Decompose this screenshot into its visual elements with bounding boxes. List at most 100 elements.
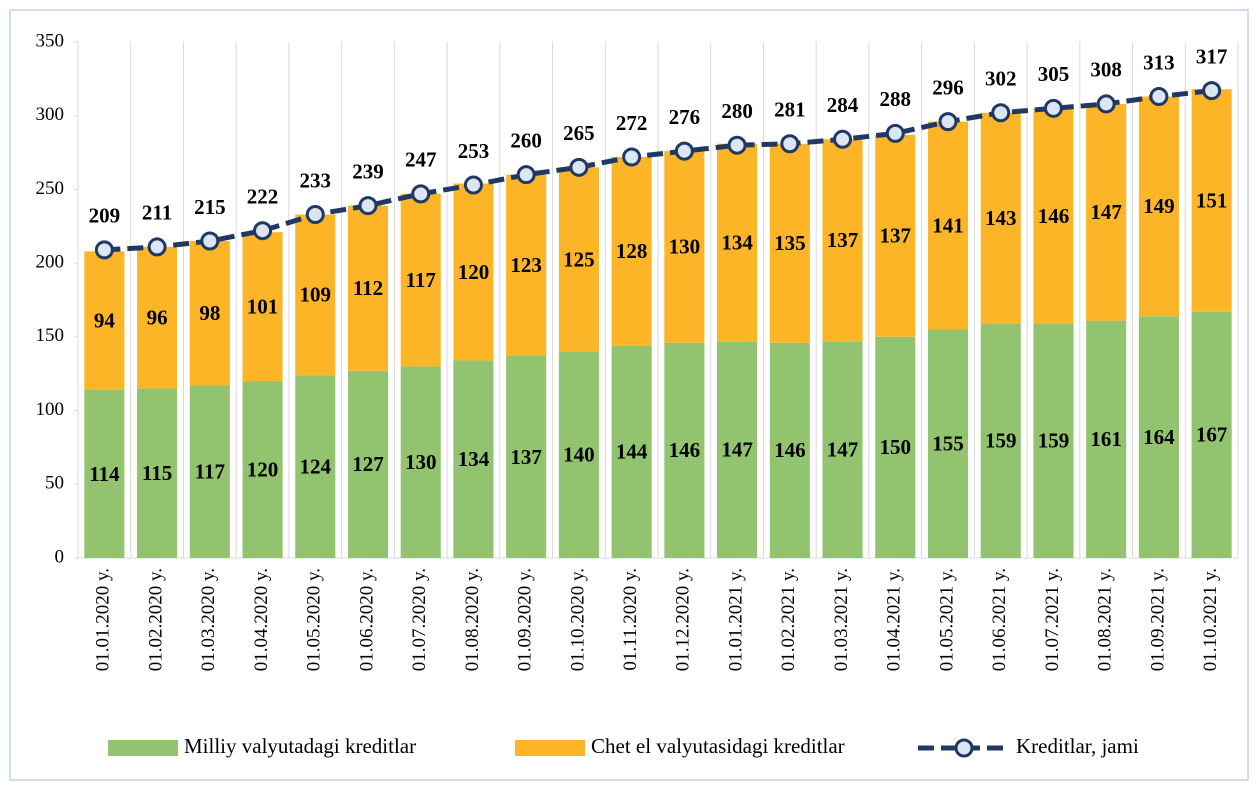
total-marker (253, 221, 273, 241)
total-label: 215 (194, 195, 226, 219)
data-label: 144 (616, 440, 648, 464)
bar-segment (1191, 89, 1232, 312)
data-label: 101 (247, 294, 279, 318)
bar-segment (980, 112, 1021, 324)
total-label: 296 (932, 75, 964, 99)
legend-swatch (515, 740, 585, 756)
data-label: 147 (721, 437, 753, 461)
x-tick-label: 01.05.2020 y. (304, 568, 325, 671)
total-label: 265 (563, 121, 595, 145)
total-marker (516, 165, 536, 185)
y-tick-label: 300 (36, 104, 65, 125)
legend-label: Kreditlar, jami (1016, 734, 1139, 758)
data-label: 146 (1038, 204, 1070, 228)
total-marker (622, 147, 642, 167)
total-marker (1043, 98, 1063, 118)
bar-segment (1086, 320, 1127, 558)
total-marker (885, 123, 905, 143)
data-label: 134 (721, 230, 753, 254)
total-label: 260 (510, 128, 542, 152)
y-tick-label: 200 (36, 252, 65, 273)
x-tick-label: 01.06.2021 y. (989, 568, 1010, 671)
total-marker (780, 134, 800, 154)
total-label: 222 (247, 185, 279, 209)
total-label: 276 (669, 105, 701, 129)
data-label: 112 (353, 276, 383, 300)
total-marker (1149, 87, 1169, 107)
x-tick-label: 01.05.2021 y. (936, 568, 957, 671)
total-marker (411, 184, 431, 204)
data-label: 96 (147, 306, 168, 330)
bar-segment (400, 193, 441, 367)
total-marker (674, 141, 694, 161)
data-label: 115 (142, 461, 172, 485)
x-tick-label: 01.03.2020 y. (198, 568, 219, 671)
data-label: 117 (195, 460, 225, 484)
bar-segment (347, 370, 389, 558)
y-tick-label: 150 (36, 325, 65, 346)
bar-segment (242, 232, 283, 382)
data-label: 124 (300, 454, 332, 478)
total-marker (569, 157, 589, 177)
total-label: 284 (827, 93, 859, 117)
bar-segment (875, 134, 916, 337)
total-marker (938, 112, 958, 132)
x-tick-label: 01.10.2021 y. (1200, 568, 1221, 671)
bar-segment (506, 356, 547, 558)
total-label: 317 (1196, 44, 1228, 68)
x-tick-label: 01.07.2021 y. (1042, 568, 1063, 671)
y-tick-label: 350 (36, 30, 65, 51)
data-label: 117 (406, 268, 436, 292)
legend-swatch (108, 740, 178, 756)
data-label: 151 (1196, 188, 1228, 212)
x-tick-label: 01.03.2021 y. (831, 568, 852, 671)
total-label: 280 (721, 99, 753, 123)
data-label: 137 (827, 228, 859, 252)
x-tick-label: 01.07.2020 y. (409, 568, 430, 671)
total-marker (833, 129, 853, 149)
total-label: 281 (774, 98, 806, 122)
total-label: 302 (985, 67, 1017, 91)
x-tick-label: 01.12.2020 y. (673, 568, 694, 671)
bar-segment (875, 336, 916, 558)
total-label: 233 (300, 168, 332, 192)
total-label: 239 (352, 159, 384, 183)
bar-segment (189, 241, 230, 386)
bar-segment (717, 341, 758, 558)
bar-segment (137, 246, 178, 389)
data-label: 134 (458, 447, 490, 471)
x-tick-label: 01.09.2021 y. (1147, 568, 1168, 671)
data-label: 147 (1090, 200, 1122, 224)
bar-segment (558, 351, 599, 558)
bar-segment (611, 345, 652, 558)
x-tick-label: 01.11.2020 y. (620, 568, 641, 671)
bar-segment (664, 342, 705, 558)
total-label: 247 (405, 148, 437, 172)
legend-label: Milliy valyutadagi kreditlar (184, 734, 416, 758)
bar-segment (664, 151, 705, 343)
total-marker (727, 135, 747, 155)
chart-frame (9, 9, 1249, 781)
data-label: 127 (352, 452, 384, 476)
total-marker (94, 240, 114, 260)
data-label: 149 (1143, 194, 1175, 218)
total-label: 288 (880, 87, 912, 111)
legend-marker (954, 738, 974, 758)
bar-segment (1033, 108, 1074, 324)
data-label: 130 (405, 450, 437, 474)
x-tick-label: 01.01.2021 y. (725, 568, 746, 671)
bar-segment (927, 121, 969, 330)
data-label: 120 (458, 260, 490, 284)
bar-segment (453, 360, 494, 558)
bar-segment (295, 214, 336, 376)
y-tick-label: 50 (45, 473, 64, 494)
x-tick-label: 01.09.2020 y. (515, 568, 536, 671)
bar-segment (822, 341, 863, 558)
bar-segment (506, 174, 547, 357)
total-marker (1202, 81, 1222, 101)
x-tick-label: 01.06.2020 y. (356, 568, 377, 671)
total-label: 308 (1090, 58, 1122, 82)
data-label: 135 (774, 231, 806, 255)
bar-segment (980, 323, 1021, 558)
